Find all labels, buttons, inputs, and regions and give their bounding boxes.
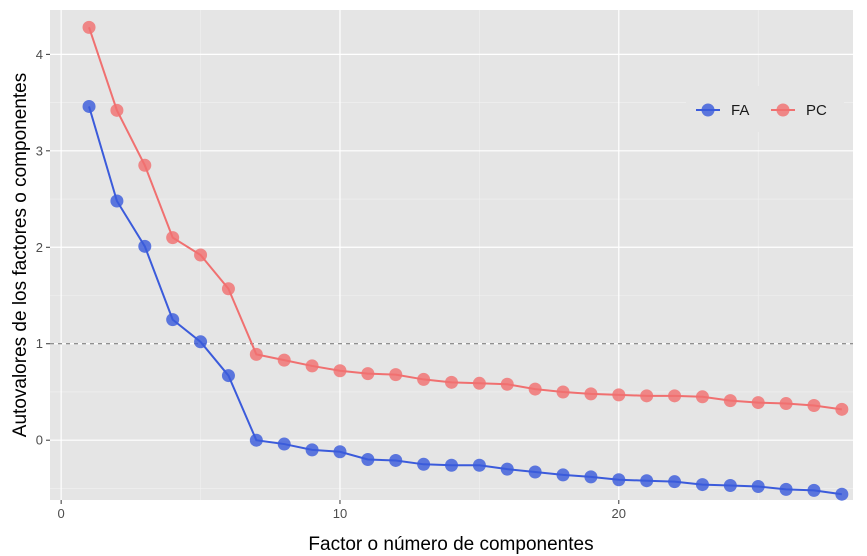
- data-point-fa: [277, 437, 291, 451]
- data-point-fa: [138, 239, 152, 253]
- data-point-fa: [556, 468, 570, 482]
- x-tick-label: 20: [612, 506, 626, 521]
- x-tick-label: 10: [333, 506, 347, 521]
- data-point-pc: [695, 390, 709, 404]
- data-point-pc: [361, 367, 375, 381]
- axis-layer: 0 10 20 0 1 2 3 4: [36, 47, 626, 521]
- data-point-pc: [277, 353, 291, 367]
- legend: FA PC: [686, 86, 844, 132]
- data-point-fa: [194, 335, 208, 349]
- data-point-pc: [723, 394, 737, 408]
- data-point-fa: [361, 452, 375, 466]
- data-point-fa: [472, 458, 486, 472]
- y-axis-title: Autovalores de los factores o componente…: [10, 73, 31, 437]
- data-point-fa: [723, 479, 737, 493]
- data-point-pc: [166, 231, 180, 245]
- data-point-pc: [445, 375, 458, 389]
- panel-background: [50, 10, 853, 500]
- data-point-fa: [333, 445, 347, 459]
- data-point-fa: [82, 99, 96, 113]
- data-point-fa: [695, 478, 709, 492]
- data-point-pc: [779, 397, 793, 411]
- data-point-pc: [668, 389, 682, 403]
- data-point-fa: [807, 483, 821, 497]
- data-point-pc: [528, 382, 542, 396]
- data-point-fa: [500, 462, 514, 476]
- series-layer: [82, 20, 849, 501]
- y-tick-label: 1: [36, 336, 43, 351]
- data-point-fa: [305, 443, 319, 457]
- data-point-fa: [528, 465, 542, 479]
- data-point-pc: [640, 389, 654, 403]
- x-axis-title: Factor o número de componentes: [308, 534, 593, 555]
- y-tick-label: 2: [36, 240, 43, 255]
- data-point-fa: [835, 487, 849, 501]
- data-point-pc: [835, 402, 849, 416]
- data-point-pc: [472, 376, 486, 390]
- data-point-pc: [556, 385, 570, 399]
- data-point-fa: [584, 470, 598, 484]
- series-line-pc: [88, 27, 842, 411]
- data-point-pc: [612, 388, 626, 402]
- data-point-pc: [584, 387, 598, 401]
- data-point-fa: [445, 458, 458, 472]
- data-point-fa: [668, 475, 682, 489]
- data-point-fa: [110, 194, 124, 208]
- data-point-pc: [417, 372, 431, 386]
- data-point-pc: [500, 377, 514, 391]
- data-point-pc: [389, 368, 403, 382]
- data-point-fa: [417, 457, 431, 471]
- data-point-pc: [82, 20, 96, 34]
- data-point-fa: [751, 479, 765, 493]
- data-point-fa: [166, 313, 180, 327]
- data-point-pc: [110, 103, 124, 117]
- data-point-pc: [751, 396, 765, 410]
- legend-key-marker-fa: [701, 103, 715, 117]
- data-point-fa: [779, 482, 793, 496]
- data-point-pc: [194, 248, 208, 262]
- data-point-fa: [640, 474, 654, 488]
- data-point-fa: [221, 369, 235, 383]
- y-tick-label: 3: [36, 143, 43, 158]
- legend-label-pc: PC: [806, 102, 827, 119]
- data-point-pc: [249, 347, 263, 361]
- data-point-fa: [612, 473, 626, 487]
- data-point-pc: [138, 158, 152, 172]
- y-tick-label: 4: [36, 47, 43, 62]
- x-tick-label: 0: [58, 506, 65, 521]
- legend-key-marker-pc: [776, 103, 790, 117]
- data-point-pc: [221, 282, 235, 296]
- data-point-pc: [807, 398, 821, 412]
- data-point-pc: [333, 364, 347, 378]
- legend-label-fa: FA: [731, 102, 749, 119]
- data-point-pc: [305, 359, 319, 373]
- data-point-fa: [389, 453, 403, 467]
- y-tick-label: 0: [36, 433, 43, 448]
- series-line-fa: [88, 106, 842, 496]
- data-point-fa: [249, 433, 263, 447]
